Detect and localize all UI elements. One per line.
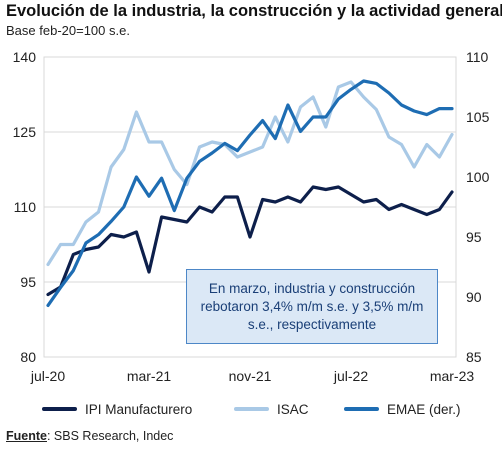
x-tick-label: mar-23 [430,368,475,384]
source-label: Fuente [6,429,47,443]
x-tick-label: nov-21 [229,368,272,384]
y-right-tick-label: 85 [466,349,482,365]
annotation-text: En marzo, industria y construcción rebot… [200,280,424,332]
y-left-tick-label: 110 [14,199,37,215]
annotation-box: En marzo, industria y construcción rebot… [186,269,438,344]
legend-swatch-ipi [42,407,77,411]
chart-subtitle: Base feb-20=100 s.e. [6,23,130,38]
chart-title: Evolución de la industria, la construcci… [6,2,502,20]
legend-item-emae: EMAE (der.) [344,399,461,419]
line-chart: 80 95 110 125 140 85 90 95 100 105 110 jul-20 mar-21… [13,49,490,384]
legend-item-isac: ISAC [234,399,309,419]
legend-swatch-isac [234,407,269,411]
y-right-tick-label: 95 [466,229,482,245]
legend-label-isac: ISAC [277,401,309,417]
source-note: Fuente: SBS Research, Indec [6,429,173,443]
y-right-tick-label: 110 [466,49,489,65]
legend-swatch-emae [344,407,379,411]
y-left-tick-label: 95 [20,274,36,290]
x-tick-label: jul-22 [333,368,368,384]
y-left-tick-label: 125 [13,124,37,140]
legend-label-ipi: IPI Manufacturero [85,401,193,417]
series-line-ipi [46,185,454,297]
legend-item-ipi: IPI Manufacturero [42,399,192,419]
x-tick-label: mar-21 [127,368,172,384]
chart-legend: IPI Manufacturero ISAC EMAE (der.) [0,399,502,419]
y-left-tick-label: 80 [20,349,36,365]
legend-label-emae: EMAE (der.) [387,401,461,417]
x-tick-label: jul-20 [30,368,65,384]
series-line-emae [46,79,454,307]
y-right-tick-label: 105 [466,109,490,125]
y-left-tick-label: 140 [13,49,37,65]
y-right-tick-label: 90 [466,289,482,305]
series-line-isac [46,80,454,267]
source-text: : SBS Research, Indec [46,429,174,443]
y-right-tick-label: 100 [466,169,490,185]
